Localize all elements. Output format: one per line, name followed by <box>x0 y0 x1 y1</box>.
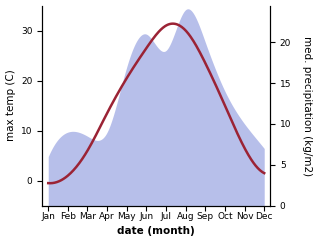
Y-axis label: med. precipitation (kg/m2): med. precipitation (kg/m2) <box>302 36 313 176</box>
X-axis label: date (month): date (month) <box>117 227 195 236</box>
Y-axis label: max temp (C): max temp (C) <box>5 70 16 142</box>
